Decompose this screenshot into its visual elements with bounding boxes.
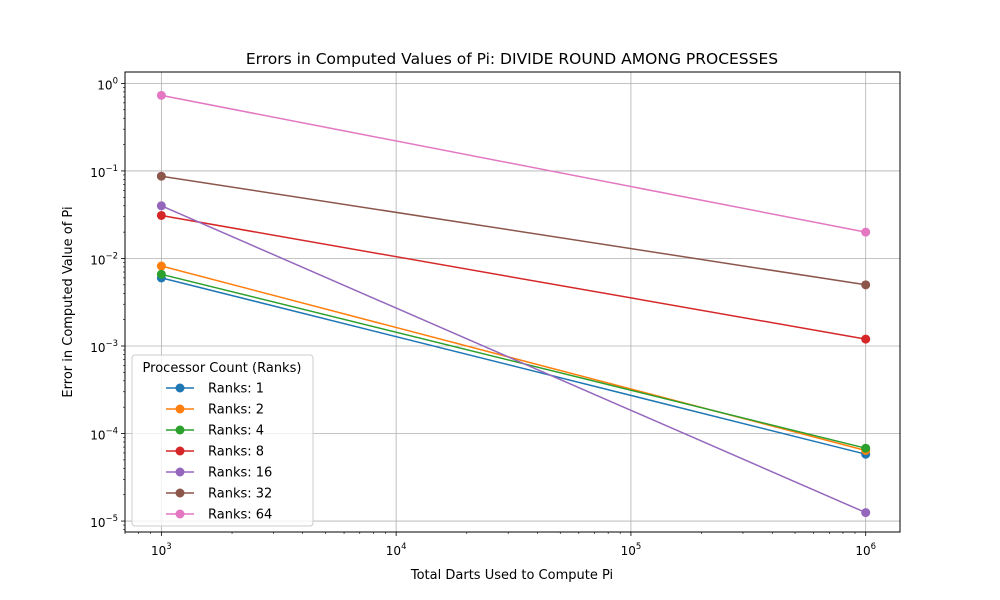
y-tick-label-0-base: 10 [90,516,105,530]
data-point-ranks-64-1 [861,227,871,237]
data-point-ranks-4-1 [861,443,871,453]
x-tick-label-2: 105 [621,542,642,558]
y-tick-label-3-base: 10 [90,253,105,267]
legend-marker-ranks-16 [175,467,185,477]
grid [125,72,900,532]
series-line-ranks-1 [161,277,866,455]
data-point-ranks-8-1 [861,334,871,344]
data-point-ranks-2-0 [156,261,166,271]
x-tick-label-2-exponent: 5 [636,542,641,552]
x-tick-label-3-base: 10 [855,544,870,558]
y-tick-label-4: 10−1 [90,164,118,180]
series-layer [156,90,871,518]
data-point-ranks-16-1 [861,508,871,518]
y-tick-label-4-exponent: −1 [105,164,118,174]
legend-marker-ranks-32 [175,488,185,498]
legend-label-ranks-1: Ranks: 1 [208,382,264,397]
legend-title: Processor Count (Ranks) [143,361,302,376]
y-tick-label-0-exponent: −5 [105,514,118,524]
y-tick-label-5-exponent: 0 [113,76,118,86]
legend-label-ranks-64: Ranks: 64 [208,508,272,523]
data-point-ranks-16-0 [156,201,166,211]
y-tick-label-4-base: 10 [90,166,105,180]
legend-marker-ranks-8 [175,446,185,456]
y-tick-label-1-exponent: −4 [105,427,118,437]
x-tick-label-0-base: 10 [151,544,166,558]
y-tick-label-0: 10−5 [90,514,118,530]
x-tick-label-0-exponent: 3 [166,542,171,552]
y-axis-label: Error in Computed Value of Pi [61,206,76,397]
legend-label-ranks-8: Ranks: 8 [208,445,264,460]
legend-box [131,354,314,527]
y-tick-label-2: 10−3 [90,339,118,355]
x-tick-label-1-exponent: 4 [401,542,406,552]
y-tick-label-3: 10−2 [90,251,118,267]
legend-marker-ranks-2 [175,404,185,414]
x-tick-label-0: 103 [151,542,172,558]
x-tick-label-1: 104 [386,542,407,558]
data-point-ranks-32-1 [861,280,871,290]
y-tick-label-5-base: 10 [97,78,112,92]
x-tick-label-3-exponent: 6 [871,542,876,552]
data-point-ranks-64-0 [156,90,166,100]
legend-label-ranks-32: Ranks: 32 [208,487,272,502]
series-line-ranks-64 [161,94,866,233]
y-tick-label-3-exponent: −2 [105,251,118,261]
legend-marker-ranks-4 [175,425,185,435]
legend-label-ranks-4: Ranks: 4 [208,424,264,439]
y-tick-label-1-base: 10 [90,429,105,443]
plot-frame [124,71,901,533]
x-axis-label: Total Darts Used to Compute Pi [410,568,613,583]
legend-items: Ranks: 1 Ranks: 2 Ranks: 4 Ranks: 8 Ranks: 1… [166,382,272,523]
legend-marker-ranks-64 [175,509,185,519]
series-line-ranks-8 [161,214,866,340]
minor-ticks [123,87,856,534]
data-point-ranks-4-0 [156,269,166,279]
series-line-ranks-32 [161,175,866,286]
y-tick-label-2-base: 10 [90,341,105,355]
data-point-ranks-8-0 [156,210,166,220]
y-tick-label-1: 10−4 [90,427,118,443]
series-line-ranks-16 [161,205,866,514]
series-line-ranks-4 [161,273,866,449]
data-point-ranks-32-0 [156,171,166,181]
chart-title: Errors in Computed Values of Pi: DIVIDE … [246,50,778,68]
x-tick-label-1-base: 10 [386,544,401,558]
x-tick-label-2-base: 10 [621,544,636,558]
legend-label-ranks-16: Ranks: 16 [208,466,272,481]
x-axis-ticks: 103 104 105 106 [151,532,876,558]
y-tick-label-5: 100 [97,76,118,92]
x-tick-label-3: 106 [855,542,876,558]
legend-marker-ranks-1 [175,383,185,393]
legend: Processor Count (Ranks) Ranks: 1 Ranks: 2… [131,354,314,527]
legend-label-ranks-2: Ranks: 2 [208,403,264,418]
y-tick-label-2-exponent: −3 [105,339,118,349]
